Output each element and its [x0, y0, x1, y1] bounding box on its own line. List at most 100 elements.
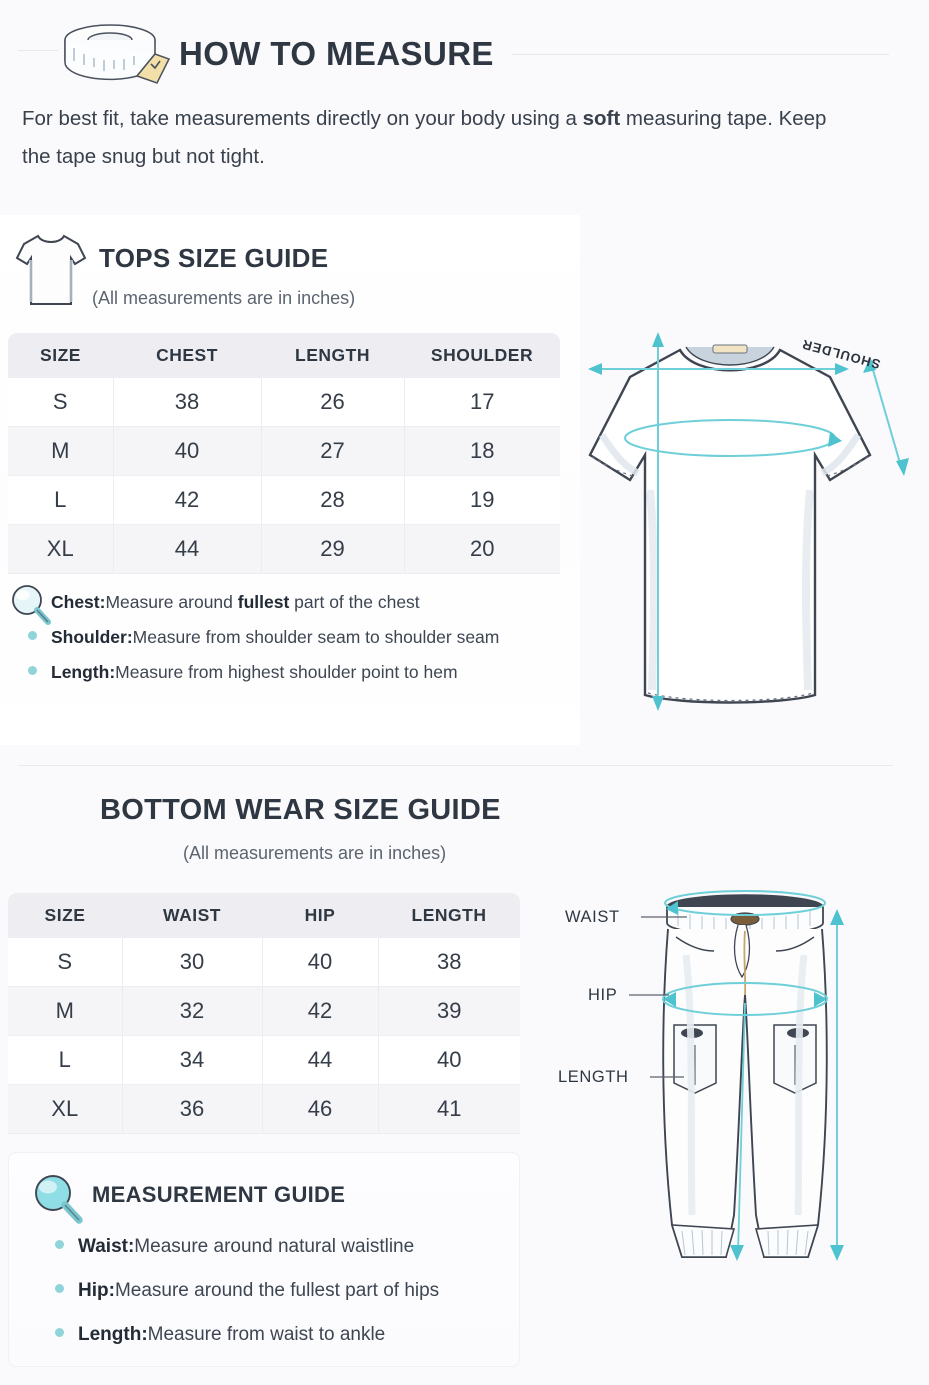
note-text: Measure around fullest part of the chest [105, 592, 419, 613]
magnifier-icon [35, 1175, 83, 1224]
cell: M [8, 986, 123, 1036]
bullet-icon [28, 666, 37, 675]
cell: 18 [404, 426, 560, 476]
bottoms-col-waist: WAIST [122, 893, 262, 938]
cell: 19 [404, 475, 560, 525]
pants-hip-label: HIP [588, 986, 618, 1004]
note-text-before: Measure around [105, 592, 238, 612]
bullet-icon [55, 1284, 64, 1293]
note-length: Length: Measure from highest shoulder po… [28, 662, 499, 683]
bottoms-section-title: BOTTOM WEAR SIZE GUIDE [100, 794, 501, 826]
table-header-row: SIZE CHEST LENGTH SHOULDER [8, 333, 560, 378]
note-label: Chest: [51, 592, 106, 612]
tops-notes: Chest: Measure around fullest part of th… [28, 592, 499, 697]
cell: 41 [378, 1084, 520, 1134]
cell: L [8, 475, 114, 525]
cell: XL [8, 524, 114, 574]
cell: 38 [113, 378, 262, 427]
tops-section-subtitle: (All measurements are in inches) [92, 288, 356, 308]
table-row: XL 44 29 20 [8, 524, 560, 574]
note-hip: Hip: Measure around the fullest part of … [55, 1280, 439, 1302]
cell: S [8, 378, 114, 427]
measurement-guide-title: MEASUREMENT GUIDE [92, 1182, 346, 1207]
measuring-tape-icon [64, 24, 171, 84]
title-rule-left [18, 50, 58, 51]
table-row: S 30 40 38 [8, 938, 520, 987]
tops-col-shoulder: SHOULDER [404, 333, 560, 378]
note-text: Measure from waist to ankle [147, 1324, 386, 1345]
tshirt-diagram [588, 332, 909, 711]
note-shoulder: Shoulder: Measure from shoulder seam to … [28, 627, 499, 648]
measurement-guide-card [8, 1152, 520, 1367]
intro-text: For best fit, take measurements directly… [22, 100, 852, 176]
tops-col-chest: CHEST [113, 333, 261, 378]
table-row: XL 36 46 41 [8, 1084, 520, 1134]
pants-hip-leader-line [629, 994, 669, 996]
pants-waist-leader-line [641, 916, 687, 918]
cell: 30 [122, 938, 263, 987]
note-text: Measure from shoulder seam to shoulder s… [132, 627, 500, 647]
pants-diagram [662, 890, 844, 1261]
cell: 39 [378, 986, 520, 1036]
section-divider [18, 765, 893, 766]
table-row: M 32 42 39 [8, 986, 520, 1036]
note-label: Length: [78, 1324, 148, 1345]
table-row: L 34 44 40 [8, 1035, 520, 1085]
measurement-guide-notes: Waist: Measure around natural waistline … [55, 1236, 439, 1346]
pants-waist-label: WAIST [565, 908, 620, 926]
cell: 40 [378, 1035, 520, 1085]
note-label: Hip: [78, 1280, 115, 1301]
pants-length-leader-line [650, 1076, 684, 1078]
cell: 40 [262, 938, 379, 987]
bottoms-size-table: SIZE WAIST HIP LENGTH S 30 40 38 M 32 42… [8, 893, 520, 1134]
cell: M [8, 426, 114, 476]
cell: L [8, 1035, 123, 1085]
cell: 26 [261, 378, 405, 427]
tops-col-length: LENGTH [261, 333, 404, 378]
title-rule-right [511, 53, 889, 55]
note-text-after: part of the chest [289, 592, 420, 612]
note-waist: Waist: Measure around natural waistline [55, 1236, 439, 1258]
cell: 44 [113, 524, 262, 574]
cell: 34 [122, 1035, 263, 1085]
cell: 20 [404, 524, 560, 574]
note-label: Shoulder: [51, 627, 133, 647]
bottoms-section-subtitle: (All measurements are in inches) [183, 843, 447, 863]
intro-part1: For best fit, take measurements directly… [22, 107, 583, 130]
note-text: Measure from highest shoulder point to h… [115, 662, 458, 682]
bottoms-col-hip: HIP [262, 893, 378, 938]
note-chest: Chest: Measure around fullest part of th… [28, 592, 499, 613]
note-text: Measure around natural waistline [134, 1236, 415, 1257]
bottoms-col-size: SIZE [8, 893, 122, 938]
magnifier-icon [12, 585, 51, 625]
cell: 32 [122, 986, 263, 1036]
tops-size-table: SIZE CHEST LENGTH SHOULDER S 38 26 17 M … [8, 333, 560, 574]
intro-part2: measuring tape. Keep the tape snug but n… [22, 107, 827, 168]
note-text-bold: fullest [237, 592, 290, 612]
note-text: Measure around the fullest part of hips [114, 1280, 440, 1301]
cell: 36 [122, 1084, 263, 1134]
bottoms-col-length: LENGTH [378, 893, 520, 938]
header: HOW TO MEASURE [0, 14, 929, 94]
cell: 28 [261, 475, 405, 525]
table-row: L 42 28 19 [8, 475, 560, 525]
table-row: S 38 26 17 [8, 378, 560, 427]
page-title: HOW TO MEASURE [179, 35, 494, 72]
tshirt-icon [15, 234, 87, 305]
table-header-row: SIZE WAIST HIP LENGTH [8, 893, 520, 938]
cell: 38 [378, 938, 520, 987]
tops-section-title: TOPS SIZE GUIDE [99, 243, 329, 273]
pants-length-label: LENGTH [558, 1068, 629, 1086]
cell: 29 [261, 524, 405, 574]
note-label: Waist: [78, 1236, 135, 1257]
intro-bold: soft [582, 107, 621, 130]
cell: 44 [262, 1035, 379, 1085]
note-label: Length: [51, 662, 116, 682]
cell: 27 [261, 426, 405, 476]
cell: 42 [113, 475, 262, 525]
cell: 17 [404, 378, 560, 427]
tops-col-size: SIZE [8, 333, 113, 378]
cell: 42 [262, 986, 379, 1036]
cell: S [8, 938, 123, 987]
cell: 46 [262, 1084, 379, 1134]
